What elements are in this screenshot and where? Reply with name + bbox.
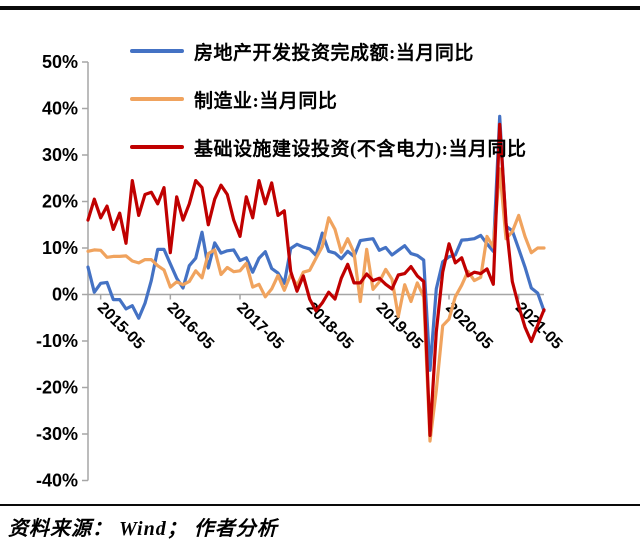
y-axis-label: 0% (52, 285, 78, 305)
top-border-line (0, 6, 640, 10)
legend-label-real-estate: 房地产开发投资完成额:当月同比 (194, 42, 474, 64)
y-axis-label: -10% (36, 331, 78, 351)
legend-item-real-estate: 房地产开发投资完成额:当月同比 (130, 38, 610, 64)
x-axis-label: 2016-05 (164, 299, 218, 353)
y-axis-label: -20% (36, 378, 78, 398)
y-axis-label: 20% (42, 192, 78, 212)
y-axis-label: 10% (42, 238, 78, 258)
legend-item-infrastructure: 基础设施建设投资(不含电力):当月同比 (130, 134, 610, 160)
chart-area: 50% 40% 30% 20% 10% 0% -10% -20% -30% -40% 2015-05… (36, 38, 610, 491)
x-axis-label: 2020-05 (442, 299, 496, 353)
line-chart-canvas: 50% 40% 30% 20% 10% 0% -10% -20% -30% -40% 2015-05… (36, 52, 565, 491)
infrastructure-line-swatch (130, 145, 184, 149)
legend-label-manufacturing: 制造业:当月同比 (194, 90, 338, 112)
manufacturing-line-swatch (130, 97, 184, 101)
legend-item-manufacturing: 制造业:当月同比 (130, 86, 610, 112)
y-axis-label: 50% (42, 52, 78, 72)
x-axis-label: 2018-05 (303, 299, 357, 353)
source-note: 资料来源： Wind； 作者分析 (8, 518, 278, 540)
x-axis-label: 2015-05 (94, 299, 148, 353)
y-axis-label: 40% (42, 99, 78, 119)
y-axis-label: 30% (42, 145, 78, 165)
footer-divider-line (0, 504, 640, 506)
y-axis-label: -30% (36, 424, 78, 444)
x-axis-label: 2017-05 (233, 299, 287, 353)
y-axis-label: -40% (36, 471, 78, 491)
infrastructure-series-line (86, 122, 546, 437)
real-estate-line-swatch (130, 49, 184, 53)
chart-legend: 房地产开发投资完成额:当月同比 制造业:当月同比 基础设施建设投资(不含电力):… (130, 38, 610, 182)
legend-label-infrastructure: 基础设施建设投资(不含电力):当月同比 (194, 138, 527, 160)
